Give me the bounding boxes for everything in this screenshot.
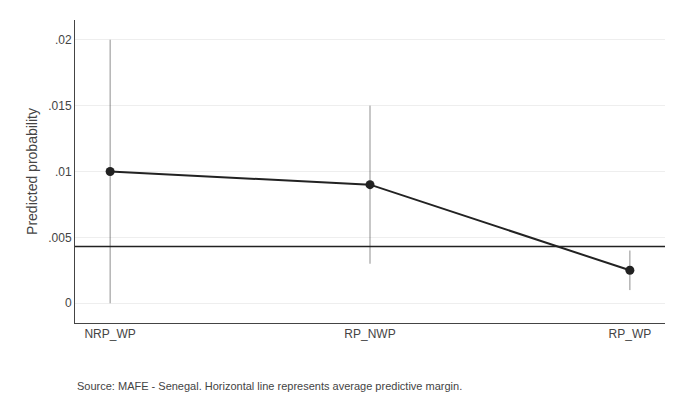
svg-text:.02: .02 — [55, 33, 72, 47]
svg-text:.015: .015 — [48, 99, 72, 113]
svg-text:.01: .01 — [55, 165, 72, 179]
svg-text:.005: .005 — [48, 231, 72, 245]
svg-text:Predicted probability: Predicted probability — [24, 108, 40, 235]
svg-text:RP_WP: RP_WP — [609, 327, 652, 341]
svg-text:NRP_WP: NRP_WP — [84, 327, 135, 341]
svg-text:0: 0 — [65, 296, 72, 310]
svg-text:RP_NWP: RP_NWP — [344, 327, 395, 341]
svg-text:Source: MAFE - Senegal. Horizo: Source: MAFE - Senegal. Horizontal line … — [77, 380, 462, 392]
